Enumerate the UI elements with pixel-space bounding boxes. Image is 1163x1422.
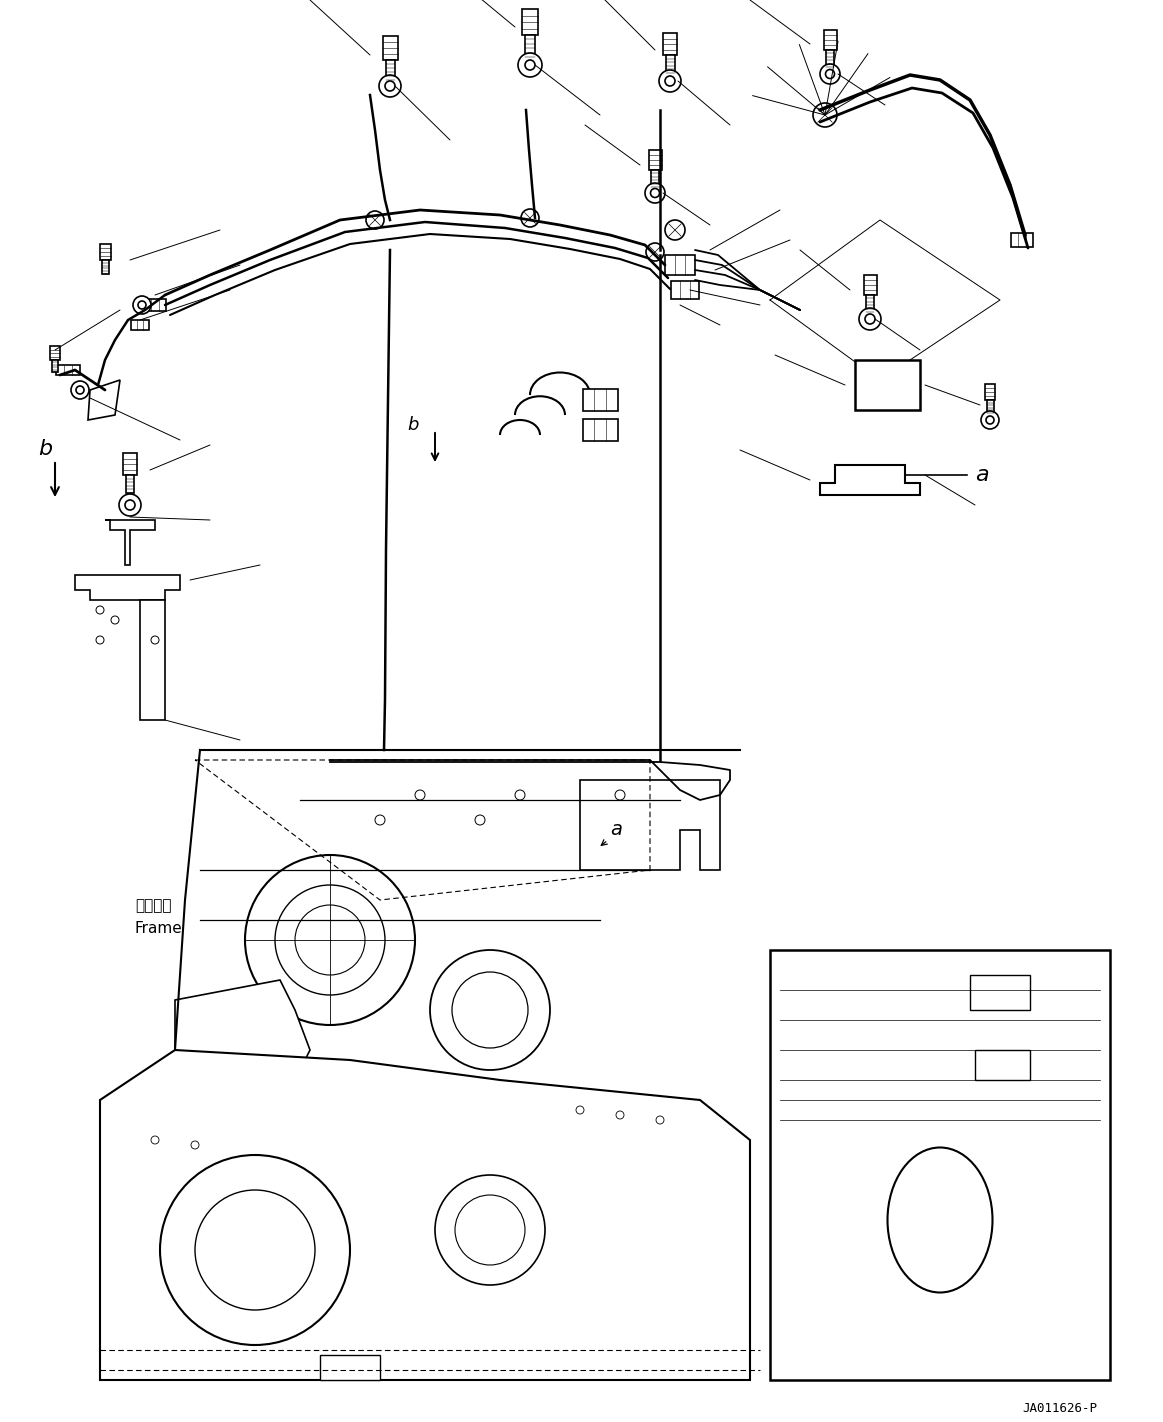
Polygon shape <box>88 380 120 419</box>
Circle shape <box>379 75 401 97</box>
Circle shape <box>119 493 141 516</box>
Bar <box>101 260 108 274</box>
Bar <box>770 950 1110 1379</box>
Polygon shape <box>140 600 165 720</box>
Circle shape <box>452 973 528 1048</box>
Text: b: b <box>407 417 419 434</box>
Bar <box>665 55 675 73</box>
Circle shape <box>110 616 119 624</box>
Bar <box>665 255 695 274</box>
Circle shape <box>656 1116 664 1123</box>
Bar <box>985 384 996 400</box>
Circle shape <box>385 81 395 91</box>
Bar <box>1011 233 1033 247</box>
Bar <box>100 245 110 260</box>
Circle shape <box>435 1175 545 1285</box>
Bar <box>663 33 677 55</box>
Bar <box>863 274 877 294</box>
Bar <box>583 419 618 441</box>
Bar <box>651 171 659 188</box>
Circle shape <box>151 1136 159 1145</box>
Polygon shape <box>580 781 720 870</box>
Bar <box>123 454 137 475</box>
Polygon shape <box>105 520 155 565</box>
Circle shape <box>245 855 415 1025</box>
Text: b: b <box>38 439 52 459</box>
Circle shape <box>820 64 840 84</box>
Bar <box>50 346 60 360</box>
Bar <box>144 299 166 311</box>
Circle shape <box>191 1140 199 1149</box>
Bar <box>671 282 699 299</box>
Circle shape <box>986 417 994 424</box>
Circle shape <box>160 1155 350 1345</box>
Circle shape <box>645 243 664 262</box>
Bar <box>126 475 134 493</box>
Bar <box>522 9 538 36</box>
Circle shape <box>295 904 365 975</box>
Circle shape <box>97 636 104 644</box>
Bar <box>866 294 875 311</box>
Bar <box>970 975 1030 1010</box>
Circle shape <box>615 791 625 801</box>
Circle shape <box>415 791 424 801</box>
Circle shape <box>826 70 835 78</box>
Bar <box>826 50 834 67</box>
Bar <box>649 149 662 171</box>
Text: JA011626-P: JA011626-P <box>1022 1402 1098 1415</box>
Text: Frame: Frame <box>135 921 183 936</box>
Circle shape <box>475 815 485 825</box>
Bar <box>385 60 394 80</box>
Bar <box>525 36 535 57</box>
Circle shape <box>813 102 837 127</box>
Circle shape <box>71 381 90 400</box>
Circle shape <box>515 791 525 801</box>
Bar <box>131 320 149 330</box>
Circle shape <box>650 189 659 198</box>
Bar <box>583 390 618 411</box>
Circle shape <box>525 60 535 70</box>
Bar <box>52 360 58 373</box>
Ellipse shape <box>887 1148 992 1293</box>
Circle shape <box>151 636 159 644</box>
Circle shape <box>665 75 675 85</box>
Text: a: a <box>975 465 989 485</box>
Circle shape <box>659 70 682 92</box>
Text: a: a <box>611 820 622 839</box>
Polygon shape <box>820 465 920 495</box>
Bar <box>855 360 920 410</box>
Circle shape <box>982 411 999 429</box>
Circle shape <box>138 301 147 309</box>
Circle shape <box>133 296 151 314</box>
Bar <box>320 1355 380 1379</box>
Circle shape <box>97 606 104 614</box>
Circle shape <box>865 314 875 324</box>
Circle shape <box>274 884 385 995</box>
Polygon shape <box>174 980 311 1101</box>
Bar <box>56 365 80 375</box>
Circle shape <box>645 183 665 203</box>
Circle shape <box>374 815 385 825</box>
Polygon shape <box>100 1049 750 1379</box>
Circle shape <box>76 385 84 394</box>
Circle shape <box>859 309 882 330</box>
Bar <box>986 400 993 412</box>
Circle shape <box>195 1190 315 1310</box>
Circle shape <box>124 501 135 510</box>
Text: フレーム: フレーム <box>135 899 171 913</box>
Bar <box>383 36 398 60</box>
Circle shape <box>576 1106 584 1113</box>
Circle shape <box>521 209 538 228</box>
Circle shape <box>518 53 542 77</box>
Circle shape <box>616 1111 625 1119</box>
Circle shape <box>665 220 685 240</box>
Circle shape <box>455 1194 525 1266</box>
Circle shape <box>366 210 384 229</box>
Circle shape <box>430 950 550 1069</box>
Bar <box>975 1049 1030 1079</box>
Bar <box>823 30 836 50</box>
Polygon shape <box>74 574 180 600</box>
